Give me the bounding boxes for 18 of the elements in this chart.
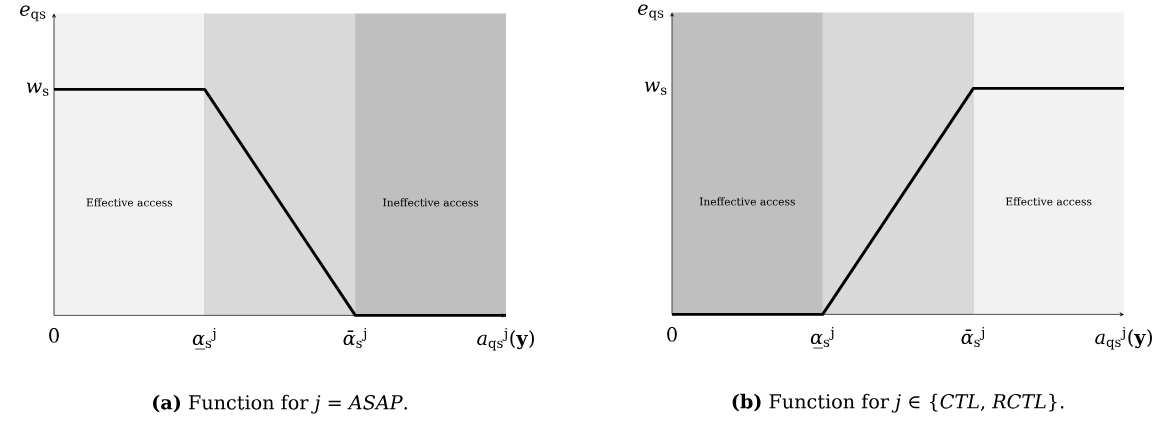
- text: (b) Function forj ∈ {CTL, RCTL}.: [732, 393, 1064, 413]
- text: (a) Function forj = ASAP.: [153, 394, 407, 414]
- x-tick-label: 0: [49, 327, 59, 343]
- x-tick-label: ᾱ$_{s}$j: [343, 327, 366, 348]
- band-label: Ineffective access: [699, 197, 795, 206]
- text: w$_{s}$: [644, 81, 667, 95]
- band-label: Effective access: [86, 198, 173, 207]
- y-axis-title: e$_{qs}$: [20, 5, 46, 22]
- x-tick-label: a$_{qs}$$^{j}$(y): [477, 327, 534, 351]
- band-label: Effective access: [1005, 197, 1092, 206]
- x-tick-label: ᾱ$_{s}$j: [961, 326, 984, 347]
- text: w$_{s}$: [26, 82, 49, 96]
- x-tick-label: a$_{qs}$$^{j}$(y): [1095, 326, 1152, 350]
- x-tick-label: 0: [667, 326, 677, 342]
- x-tick-label: α̲$_{s}$j: [192, 327, 216, 350]
- band-label: Ineffective access: [383, 198, 479, 207]
- x-tick-label: α̲$_{s}$j: [810, 326, 834, 349]
- y-axis-title: e$_{qs}$: [638, 4, 664, 21]
